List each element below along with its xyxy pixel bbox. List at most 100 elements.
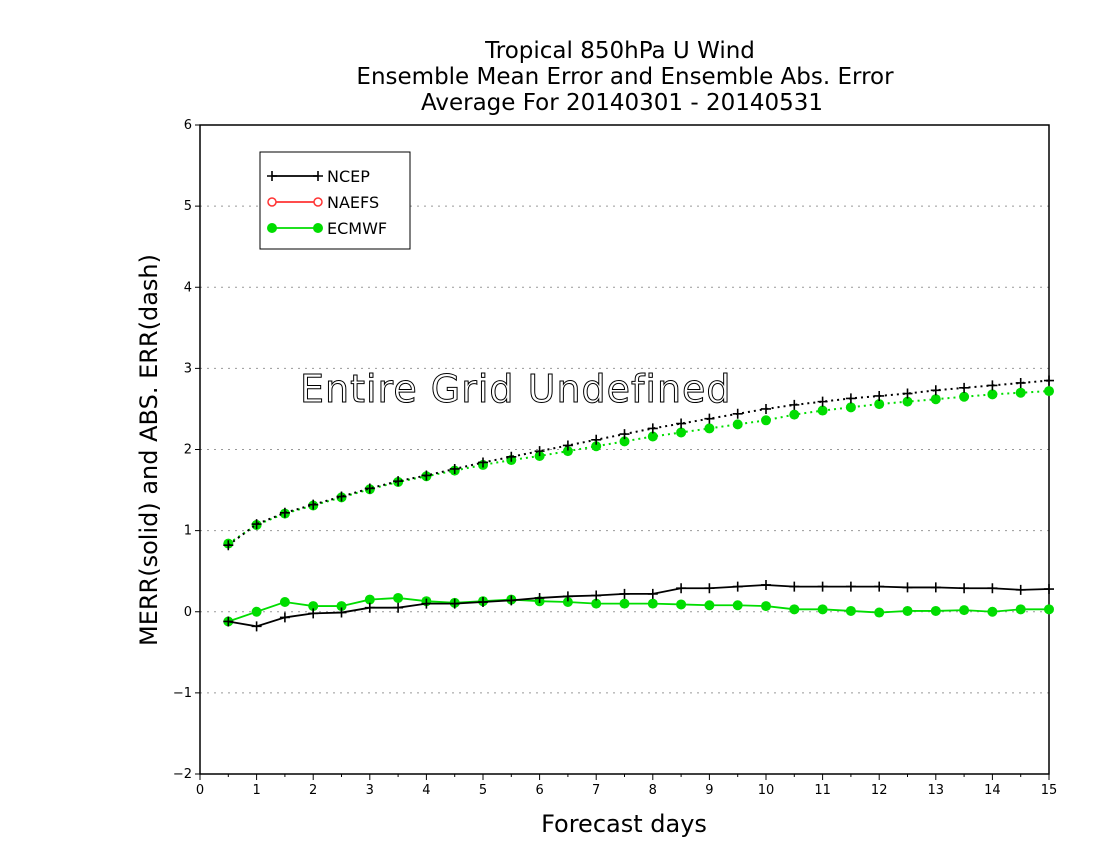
data-point — [591, 598, 602, 609]
data-point — [789, 581, 800, 592]
data-point — [562, 446, 573, 457]
data-point — [902, 396, 913, 407]
legend-marker — [313, 197, 323, 207]
legend-marker — [313, 223, 323, 233]
data-point — [562, 440, 573, 451]
chart-title-line-1: Tropical 850hPa U Wind — [484, 38, 755, 64]
series-ecmwf-abs-error — [223, 386, 1054, 549]
data-point — [421, 598, 432, 609]
y-tick-label: 3 — [184, 361, 192, 376]
x-tick-label: 12 — [871, 783, 888, 798]
data-point — [817, 396, 828, 407]
x-tick-label: 5 — [479, 783, 487, 798]
x-tick-label: 15 — [1041, 783, 1058, 798]
series-ncep-mean-error — [223, 579, 1054, 632]
data-point — [761, 415, 771, 426]
data-point — [647, 588, 658, 599]
x-tick-label: 4 — [422, 783, 430, 798]
data-point — [732, 600, 743, 611]
data-point — [732, 581, 743, 592]
data-point — [789, 409, 800, 420]
legend: NCEP NAEFS ECMWF — [259, 151, 411, 250]
x-tick-label: 13 — [928, 783, 945, 798]
data-point — [534, 592, 545, 603]
data-point — [1044, 375, 1054, 386]
data-point — [845, 402, 856, 413]
data-point — [364, 602, 375, 613]
legend-marker — [267, 171, 277, 181]
data-point — [223, 616, 234, 627]
y-tick-label: 0 — [184, 605, 192, 620]
data-point — [930, 582, 941, 593]
data-point — [930, 385, 941, 396]
data-point — [1044, 604, 1054, 615]
x-tick-label: 7 — [592, 783, 600, 798]
data-point — [562, 591, 573, 602]
data-point — [1044, 386, 1054, 397]
data-point — [393, 602, 404, 613]
data-point — [279, 507, 290, 518]
data-point — [959, 391, 970, 402]
data-point — [987, 583, 998, 594]
data-point — [308, 601, 319, 612]
y-tick-label: 2 — [184, 443, 192, 458]
data-point — [874, 399, 885, 410]
data-point — [874, 607, 885, 618]
data-point — [336, 601, 347, 612]
data-point — [676, 427, 687, 438]
data-point — [874, 390, 885, 401]
data-point — [845, 581, 856, 592]
data-point — [987, 380, 998, 391]
data-point — [732, 419, 743, 430]
data-point — [1015, 387, 1026, 398]
data-point — [647, 598, 658, 609]
legend-item-naefs: NAEFS — [267, 193, 379, 212]
data-point — [874, 581, 885, 592]
data-point — [930, 605, 941, 616]
data-point — [676, 583, 687, 594]
data-point — [732, 408, 743, 419]
data-point — [478, 597, 488, 608]
data-point — [506, 451, 517, 462]
data-point — [449, 598, 460, 609]
data-point — [704, 583, 715, 594]
data-point — [421, 470, 432, 481]
y-tick-label: 1 — [184, 524, 192, 539]
legend-marker — [267, 223, 277, 233]
data-point — [959, 382, 970, 393]
data-point — [845, 605, 856, 616]
data-point — [393, 592, 404, 603]
x-tick-label: 8 — [649, 783, 657, 798]
data-point — [1015, 377, 1026, 388]
data-point — [817, 405, 828, 416]
data-point — [619, 429, 630, 440]
data-point — [676, 418, 687, 429]
legend-box — [259, 151, 411, 250]
data-point — [817, 581, 828, 592]
y-axis-title: MERR(solid) and ABS. ERR(dash) — [135, 254, 163, 646]
data-point — [959, 605, 970, 616]
y-tick-label: 5 — [184, 199, 192, 214]
data-point — [619, 588, 630, 599]
data-point — [534, 446, 545, 457]
data-point — [647, 423, 658, 434]
legend-item-ecmwf: ECMWF — [267, 219, 387, 238]
legend-item-ncep: NCEP — [267, 167, 370, 186]
x-tick-label: 0 — [196, 783, 204, 798]
data-point — [930, 394, 941, 405]
data-point — [279, 597, 290, 608]
series-line — [227, 390, 1050, 545]
data-point — [308, 499, 319, 510]
data-point — [704, 413, 715, 424]
data-point — [845, 393, 856, 404]
data-point — [789, 399, 800, 410]
data-point — [789, 604, 800, 615]
series-ncep-abs-error — [223, 375, 1054, 551]
x-tick-label: 1 — [252, 783, 260, 798]
series-line — [228, 584, 1050, 628]
data-point — [591, 434, 602, 445]
data-point — [987, 606, 998, 617]
x-axis-title: Forecast days — [541, 810, 707, 838]
